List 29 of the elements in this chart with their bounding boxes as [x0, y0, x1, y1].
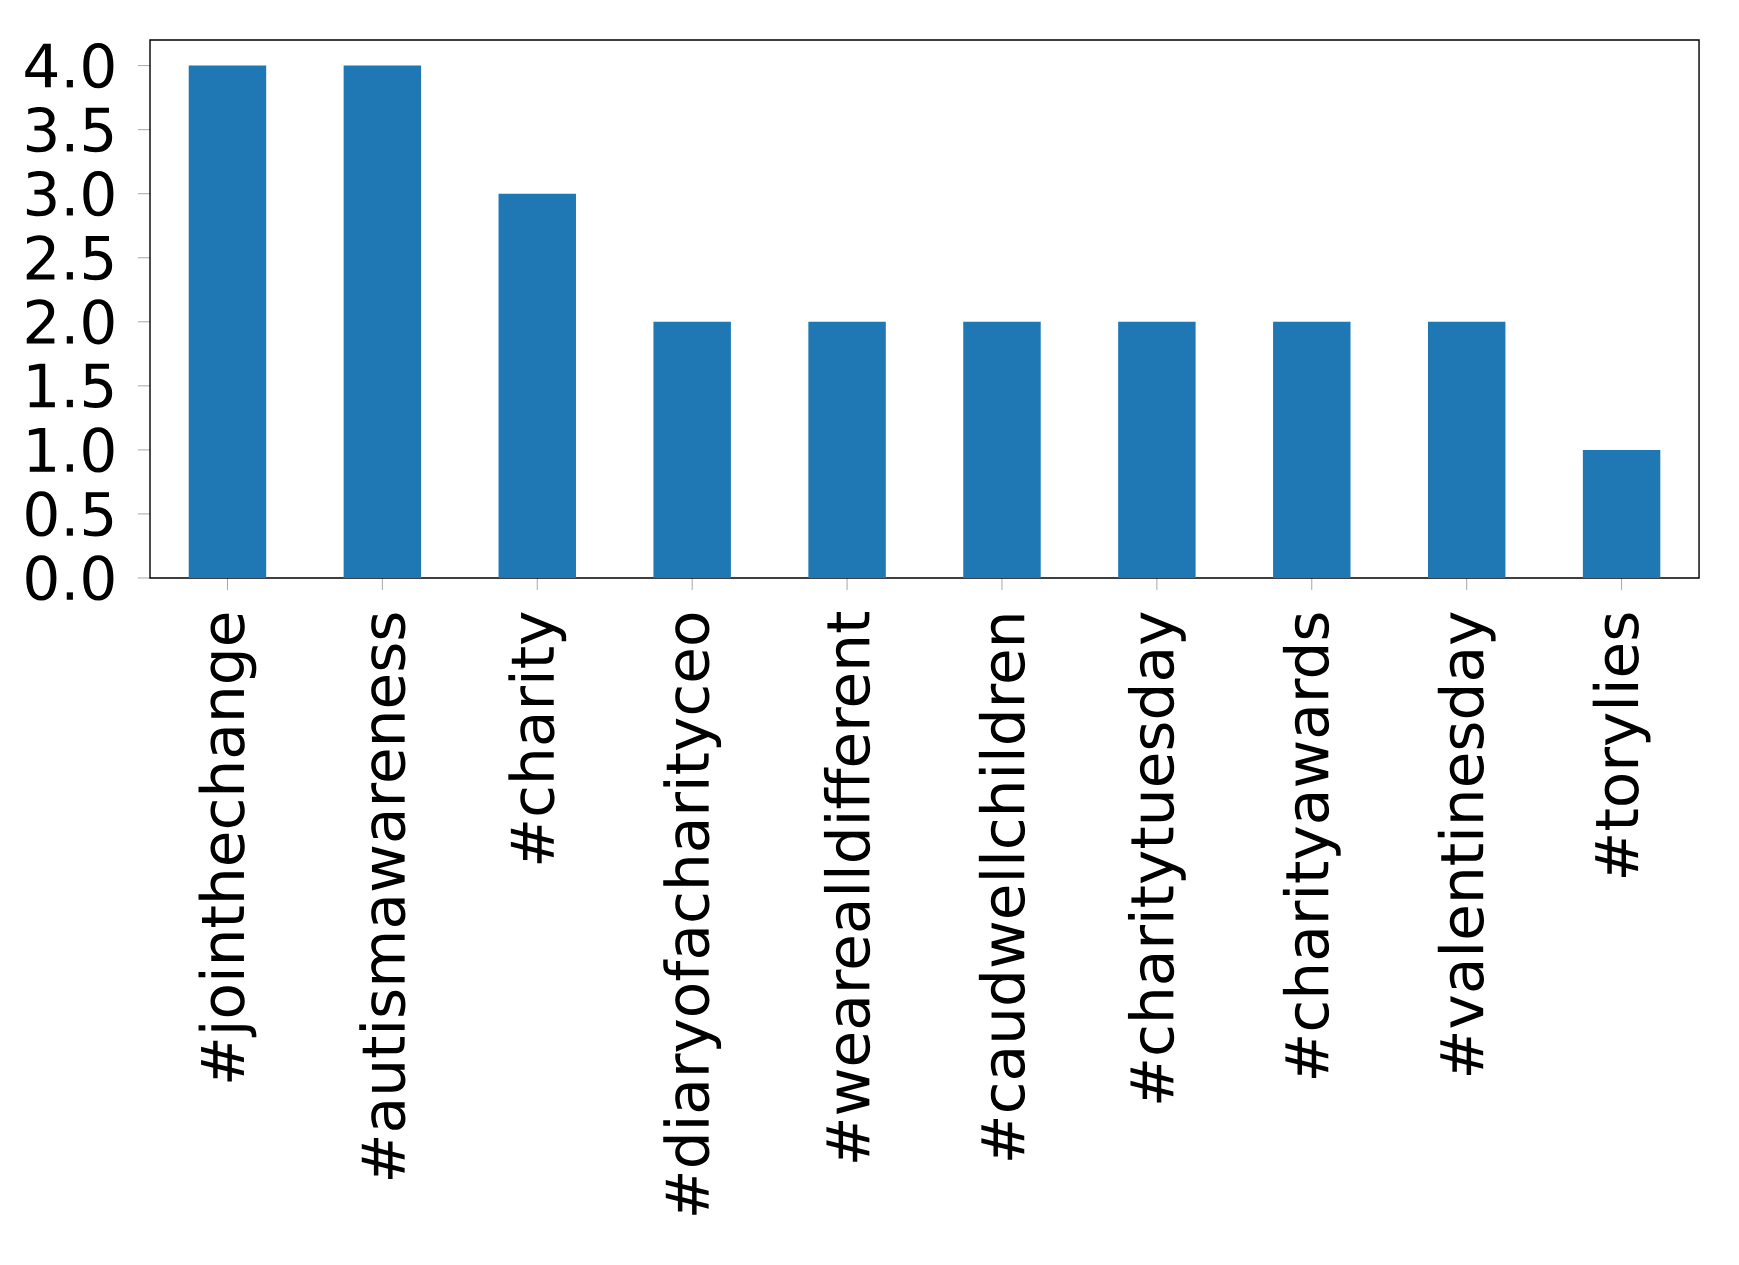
- x-tick-label: #charity: [508, 612, 567, 864]
- y-tick-label: 0.5: [26, 491, 113, 537]
- y-tick-label: 3.0: [26, 171, 114, 217]
- bar: [808, 321, 886, 578]
- bar: [1118, 321, 1196, 578]
- x-tick-label: #wearealldifferent: [823, 611, 871, 1162]
- bar: [343, 65, 422, 578]
- y-tick-label: 3.5: [26, 107, 113, 153]
- x-tick-label: #autismawareness: [359, 613, 406, 1179]
- bar: [498, 193, 576, 578]
- x-tick-label: #diaryofacharityceo: [663, 613, 722, 1215]
- x-tick-label: #torylies: [1592, 613, 1651, 878]
- x-tick-label: #jointhechange: [198, 613, 257, 1082]
- x-tick-label: #charitytuesday: [1127, 612, 1186, 1103]
- bar: [1582, 449, 1661, 578]
- y-tick-label: 4.0: [25, 42, 114, 89]
- bar: [963, 321, 1041, 578]
- bar: [653, 321, 731, 578]
- y-tick-label: 0.0: [26, 555, 114, 601]
- y-tick-label: 2.0: [26, 299, 114, 345]
- x-tick-label: #caudwellchildren: [978, 615, 1026, 1160]
- y-tick-label: 1.0: [28, 427, 114, 473]
- x-tick-label: #valentinesday: [1437, 612, 1496, 1075]
- bar: [1273, 321, 1351, 578]
- y-tick-label: 2.5: [26, 235, 113, 281]
- y-tick-label: 1.5: [28, 363, 113, 409]
- bar: [1427, 321, 1506, 578]
- bar: [188, 65, 267, 578]
- x-tick-label: #charityawards: [1282, 613, 1341, 1078]
